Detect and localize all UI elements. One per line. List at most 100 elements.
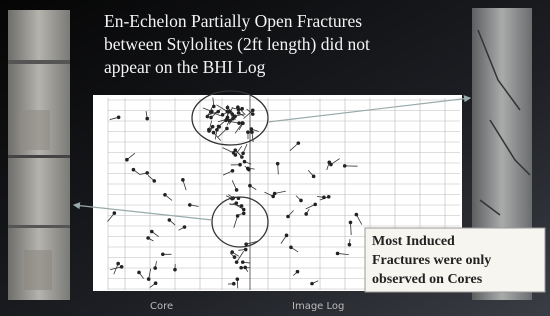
tadpole-head bbox=[215, 128, 219, 132]
tadpole-head bbox=[226, 116, 230, 120]
tadpole-head bbox=[243, 160, 247, 164]
callout-line: Most Induced bbox=[372, 234, 455, 249]
tadpole-head bbox=[207, 129, 211, 133]
plot-label: Core bbox=[150, 301, 173, 312]
tadpole-head bbox=[296, 270, 300, 274]
slide: En-Echelon Partially Open Fractures betw… bbox=[0, 0, 550, 316]
tadpole-head bbox=[246, 167, 250, 171]
tadpole-head bbox=[251, 112, 255, 116]
tadpole-head bbox=[233, 255, 237, 259]
tadpole-head bbox=[348, 243, 352, 247]
tadpole-head bbox=[153, 266, 157, 270]
tadpole-head bbox=[147, 277, 151, 281]
tadpole-head bbox=[235, 260, 239, 264]
tadpole-head bbox=[152, 179, 156, 183]
tadpole-head bbox=[188, 203, 192, 207]
title-line: appear on the BHI Log bbox=[104, 57, 266, 77]
core-break bbox=[8, 225, 70, 228]
tadpole-head bbox=[241, 260, 245, 264]
tadpole-head bbox=[221, 113, 225, 117]
tadpole-head bbox=[116, 262, 120, 266]
tadpole-head bbox=[313, 203, 317, 207]
tadpole-head bbox=[183, 225, 187, 229]
tadpole-head bbox=[349, 221, 353, 225]
tadpole-head bbox=[248, 184, 252, 188]
tadpole-head bbox=[236, 277, 240, 281]
tadpole-head bbox=[145, 117, 149, 121]
tadpole-head bbox=[235, 188, 239, 192]
tadpole-head bbox=[310, 282, 314, 286]
title-line: En-Echelon Partially Open Fractures bbox=[104, 11, 362, 31]
tadpole-head bbox=[173, 268, 177, 272]
tadpole-head bbox=[250, 127, 254, 131]
tadpole-head bbox=[251, 108, 255, 112]
tadpole-head bbox=[299, 199, 303, 203]
tadpole-head bbox=[240, 204, 244, 208]
tadpole-head bbox=[239, 266, 243, 270]
tadpole-head bbox=[327, 195, 331, 199]
tadpole-head bbox=[336, 252, 340, 256]
tadpole-head bbox=[297, 141, 301, 145]
tadpole-head bbox=[154, 281, 158, 285]
tadpole-head bbox=[161, 253, 165, 257]
tadpole-head bbox=[240, 107, 244, 111]
tadpole-head bbox=[355, 213, 359, 217]
core-texture bbox=[20, 110, 50, 150]
tadpole-head bbox=[240, 155, 244, 159]
plot-label: Image Log bbox=[292, 301, 344, 312]
tadpole-head bbox=[146, 236, 150, 240]
tadpole-head bbox=[244, 242, 248, 246]
tadpole-head bbox=[216, 110, 220, 114]
tadpole-head bbox=[250, 130, 254, 134]
callout-line: observed on Cores bbox=[372, 272, 483, 287]
callout-line: Fractures were only bbox=[372, 253, 491, 268]
tadpole-head bbox=[312, 175, 316, 179]
tadpole-head bbox=[163, 193, 167, 197]
tadpole-head bbox=[168, 218, 172, 222]
tadpole-head bbox=[150, 230, 154, 234]
tadpole-head bbox=[117, 116, 121, 120]
tadpole-head bbox=[246, 130, 250, 134]
tadpole-head bbox=[241, 151, 245, 155]
tadpole-head bbox=[304, 212, 308, 216]
tadpole-head bbox=[231, 169, 235, 173]
core-break bbox=[8, 60, 70, 64]
tadpole-head bbox=[145, 171, 149, 175]
tadpole-head bbox=[271, 195, 275, 199]
tadpole-head bbox=[217, 125, 221, 129]
tadpole-head bbox=[132, 168, 136, 172]
tadpole-head bbox=[120, 265, 124, 269]
tadpole-head bbox=[289, 245, 293, 249]
tadpole-head bbox=[244, 248, 248, 252]
core-break bbox=[8, 155, 70, 158]
tadpole-head bbox=[209, 116, 213, 120]
tadpole-head bbox=[241, 121, 245, 125]
left-core bbox=[8, 10, 70, 300]
tadpole-head bbox=[233, 114, 237, 118]
tadpole-head bbox=[225, 127, 229, 131]
tadpole-head bbox=[238, 163, 242, 167]
tadpole-head bbox=[232, 282, 236, 286]
title-line: between Stylolites (2ft length) did not bbox=[104, 34, 370, 54]
tadpole-head bbox=[276, 162, 280, 166]
tadpole-head bbox=[243, 266, 247, 270]
tadpole-head bbox=[211, 125, 215, 129]
tadpole-head bbox=[212, 105, 216, 109]
tadpole-head bbox=[242, 212, 246, 216]
tadpole-head bbox=[125, 158, 129, 162]
tadpole-head bbox=[212, 131, 216, 135]
tadpole-head bbox=[230, 250, 234, 254]
tadpole-head bbox=[286, 215, 290, 219]
tadpole-head bbox=[329, 163, 333, 167]
tadpole-head bbox=[137, 271, 141, 275]
tadpole-head bbox=[237, 121, 241, 125]
tadpole-head bbox=[236, 214, 240, 218]
tadpole-head bbox=[343, 164, 347, 168]
tadpole-head bbox=[322, 196, 326, 200]
tadpole-head bbox=[242, 208, 246, 212]
tadpole-head bbox=[113, 211, 117, 215]
core-texture bbox=[24, 250, 52, 290]
tadpole-head bbox=[233, 148, 237, 152]
tadpole-head bbox=[237, 111, 241, 115]
tadpole-head bbox=[285, 234, 289, 238]
